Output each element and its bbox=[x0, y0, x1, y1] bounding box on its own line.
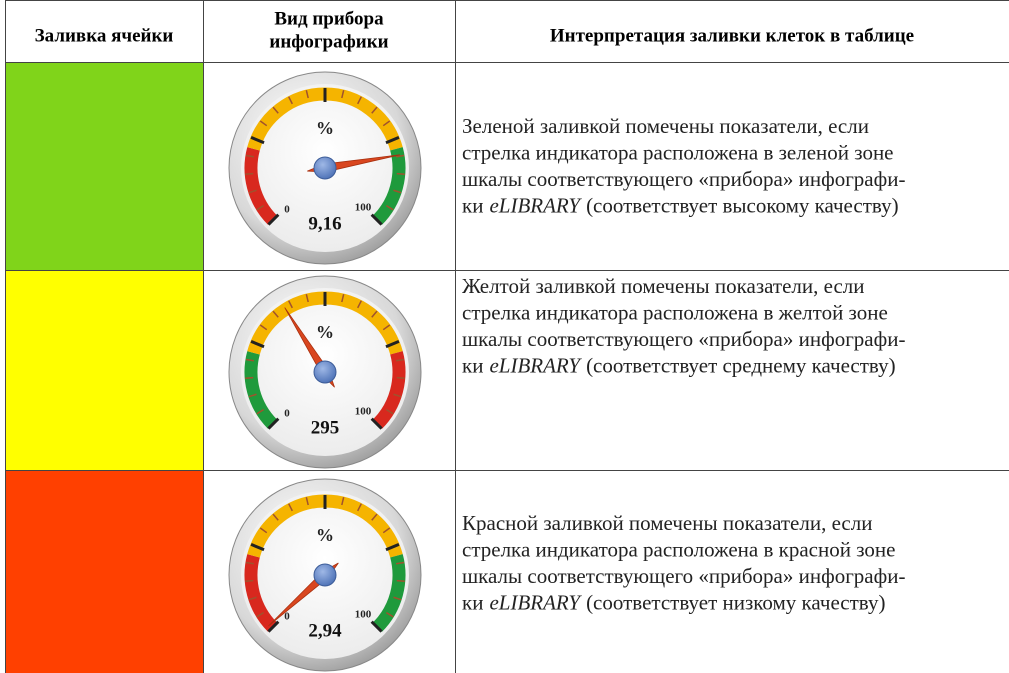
gauge-tick bbox=[397, 174, 405, 175]
gauge-min: 0 bbox=[284, 611, 290, 623]
gauge-tick bbox=[397, 378, 405, 379]
gauge-max: 100 bbox=[355, 202, 372, 214]
header-cell: Заливка ячейки bbox=[35, 25, 174, 46]
description-text: ки bbox=[462, 590, 483, 614]
gauge-unit: % bbox=[316, 525, 334, 545]
description-line: стрелка индикатора расположена в красной… bbox=[462, 537, 895, 561]
description-text: ки bbox=[462, 353, 483, 377]
description-line: Красной заливкой помечены показатели, ес… bbox=[462, 511, 872, 535]
description-text: ки bbox=[462, 193, 483, 217]
gauge-reading: 295 bbox=[311, 417, 340, 438]
description-line: шкалы соответствующего «прибора» инфогра… bbox=[462, 167, 905, 191]
gauge-unit: % bbox=[316, 118, 334, 138]
gauge-tick bbox=[397, 581, 405, 582]
gauge-tick bbox=[245, 378, 253, 379]
description-line: шкалы соответствующего «прибора» инфогра… bbox=[462, 327, 905, 351]
header-cell: Интерпретация заливки клеток в таблице bbox=[550, 25, 914, 46]
product-name: eLIBRARY bbox=[489, 590, 582, 614]
description-text: (соответствует среднему качеству) bbox=[586, 353, 896, 377]
product-name: eLIBRARY bbox=[489, 193, 582, 217]
table-page: Заливка ячейки Вид прибораинфографики Инте… bbox=[0, 0, 1009, 673]
product-name: eLIBRARY bbox=[489, 353, 582, 377]
gauge-hub bbox=[314, 157, 336, 179]
gauge: % 0 100 295 bbox=[229, 276, 421, 468]
gauge-tick bbox=[245, 174, 253, 175]
gauge-max: 100 bbox=[355, 406, 372, 418]
gauge: % 0 100 2,94 bbox=[229, 479, 421, 671]
fill-cell bbox=[5, 470, 203, 673]
gauge-tick bbox=[245, 581, 253, 582]
description-text: (соответствует низкому качеству) bbox=[586, 590, 885, 614]
gauge-min: 0 bbox=[284, 408, 290, 420]
description-line: Зеленой заливкой помечены показатели, ес… bbox=[462, 114, 869, 138]
gauge-unit: % bbox=[316, 322, 334, 342]
description-line: стрелка индикатора расположена в желтой … bbox=[462, 300, 888, 324]
fill-cell bbox=[5, 270, 203, 470]
gauge-reading: 2,94 bbox=[308, 620, 342, 641]
description-line: шкалы соответствующего «прибора» инфогра… bbox=[462, 564, 905, 588]
description-line: стрелка индикатора расположена в зеленой… bbox=[462, 140, 894, 164]
description-line: Желтой заливкой помечены показатели, есл… bbox=[462, 274, 865, 298]
gauge-hub bbox=[314, 361, 336, 383]
gauge: % 0 100 9,16 bbox=[229, 72, 421, 264]
gauge-reading: 9,16 bbox=[308, 213, 341, 234]
header-cell: инфографики bbox=[269, 31, 388, 52]
gauge-hub bbox=[314, 564, 336, 586]
description-text: (соответствует высокому качеству) bbox=[586, 193, 899, 217]
fill-cell bbox=[5, 62, 203, 270]
gauge-max: 100 bbox=[355, 609, 372, 621]
gauge-min: 0 bbox=[284, 204, 290, 216]
header-cell: Вид прибора bbox=[274, 8, 384, 29]
